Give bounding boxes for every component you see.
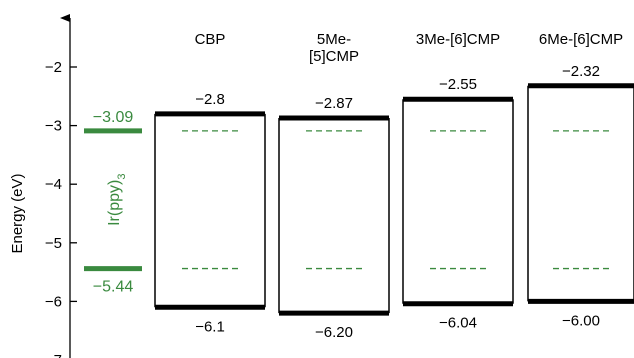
y-tick-label: −4	[45, 176, 62, 193]
host-lumo-label: −2.32	[562, 63, 600, 80]
y-tick-label: −3	[45, 118, 62, 135]
dopant-lumo-label: −3.09	[93, 109, 134, 126]
dopant-name-label: Ir(ppy)3	[106, 174, 128, 226]
host-lumo-label: −2.87	[315, 95, 353, 112]
host-1: −2.8 −6.1 CBP	[154, 31, 266, 335]
host-name-label: 6Me-[6]CMP	[539, 31, 623, 48]
host-name-label: 3Me-[6]CMP	[416, 31, 500, 48]
host-levels: −2.8 −6.1 CBP −2.87 −6.20 5Me-[5]CMP −2.55 −6.0…	[154, 31, 634, 341]
host-name-label: CBP	[195, 31, 226, 48]
y-axis-label: Energy (eV)	[9, 173, 26, 253]
host-homo-label: −6.04	[439, 315, 477, 332]
host-4: −2.32 −6.00 6Me-[6]CMP	[527, 31, 634, 329]
dopant-levels: −3.09 −5.44 Ir(ppy)3	[84, 109, 142, 296]
y-tick-label: −5	[45, 235, 62, 252]
host-lumo-label: −2.55	[439, 76, 477, 93]
host-homo-label: −6.1	[195, 318, 225, 335]
host-name-label: [5]CMP	[309, 48, 359, 65]
dopant-homo-label: −5.44	[93, 279, 134, 296]
y-tick-label: −7	[45, 352, 62, 358]
host-lumo-label: −2.8	[195, 91, 225, 108]
y-axis: −2 −3 −4 −5 −6 −7 Energy (eV)	[9, 14, 77, 358]
host-homo-label: −6.00	[562, 312, 600, 329]
host-name-label: 5Me-	[317, 31, 351, 48]
host-homo-label: −6.20	[315, 324, 353, 341]
host-2: −2.87 −6.20 5Me-[5]CMP	[278, 31, 390, 341]
host-3: −2.55 −6.04 3Me-[6]CMP	[402, 31, 514, 332]
y-tick-label: −2	[45, 59, 62, 76]
y-tick-label: −6	[45, 293, 62, 310]
